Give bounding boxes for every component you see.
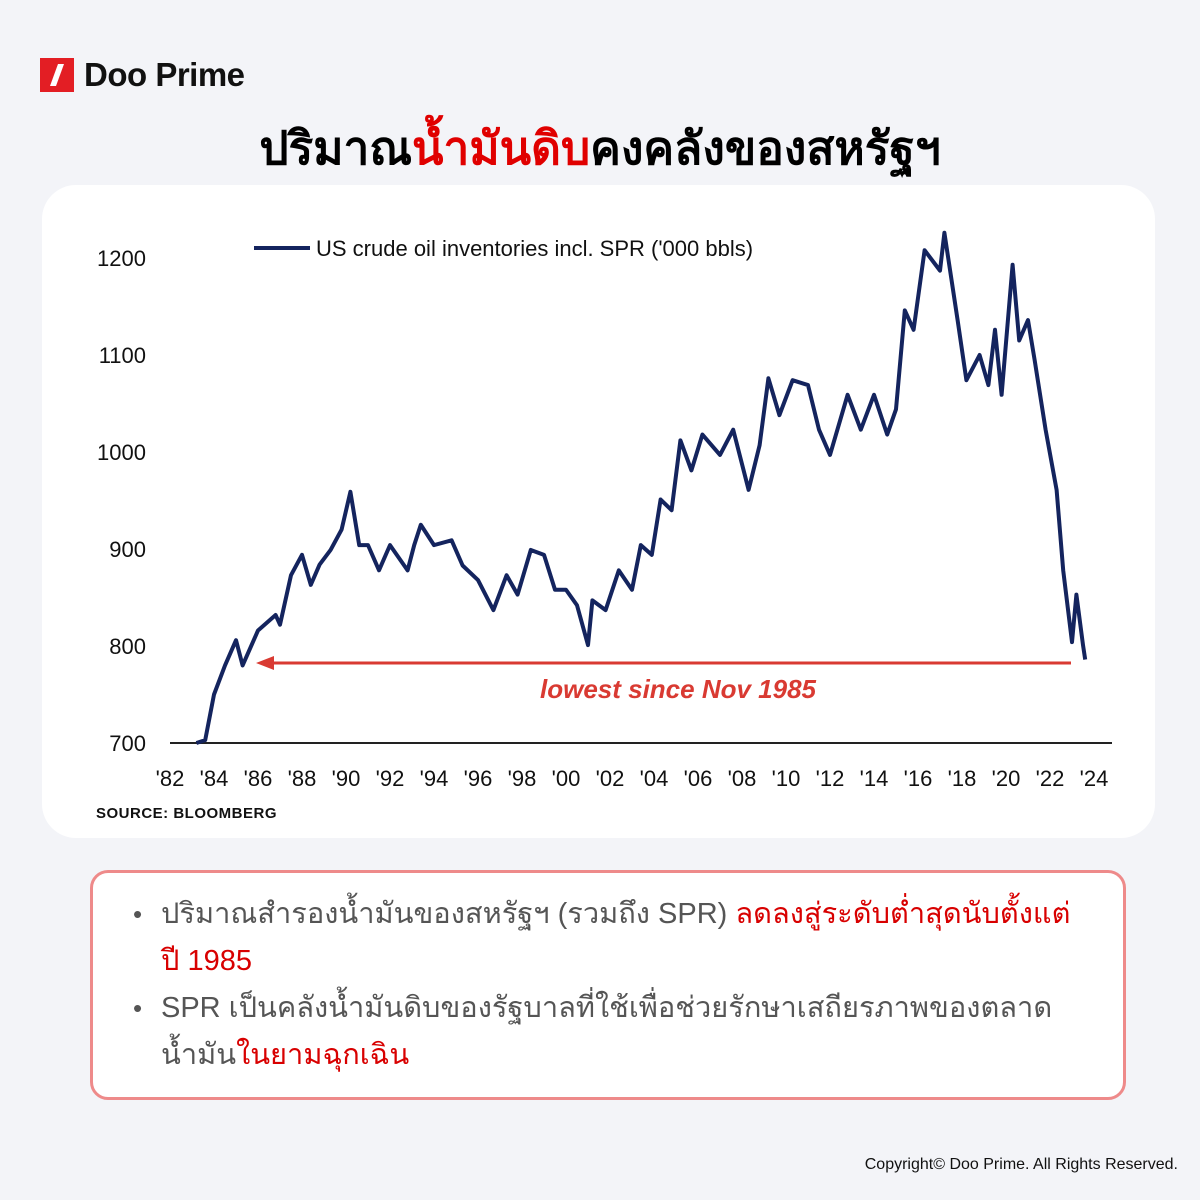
chart-card <box>42 185 1155 838</box>
title-highlight: น้ำมันดิบ <box>412 122 591 174</box>
x-tick-label: '12 <box>816 766 845 791</box>
x-tick-label: '90 <box>332 766 361 791</box>
x-tick-label: '82 <box>156 766 185 791</box>
x-tick-label: '18 <box>948 766 977 791</box>
copyright: Copyright© Doo Prime. All Rights Reserve… <box>864 1156 1178 1173</box>
series-line <box>195 230 1088 745</box>
bullet-highlight: ลดลงสู่ระดับต่ำสุดนับตั้งแต่ปี 1985 <box>161 898 1071 977</box>
x-tick-label: '02 <box>596 766 625 791</box>
page-title: ปริมาณน้ำมันดิบคงคลังของสหรัฐฯ <box>0 112 1200 185</box>
x-tick-label: '20 <box>992 766 1021 791</box>
x-tick-label: '86 <box>244 766 273 791</box>
bullet-icon: • <box>133 993 143 1023</box>
x-tick-label: '00 <box>552 766 581 791</box>
y-tick-label: 1200 <box>97 246 146 271</box>
annotation-arrowhead-icon <box>256 656 274 670</box>
x-tick-label: '98 <box>508 766 537 791</box>
notes-box: • ปริมาณสำรองน้ำมันของสหรัฐฯ (รวมถึง SPR)… <box>90 870 1126 1100</box>
bullet-item: • SPR เป็นคลังน้ำมันดิบของรัฐบาลที่ใช้เพื… <box>133 985 1083 1079</box>
x-tick-label: '04 <box>640 766 669 791</box>
x-tick-label: '94 <box>420 766 449 791</box>
source-label: SOURCE: BLOOMBERG <box>96 805 277 822</box>
x-tick-label: '84 <box>200 766 229 791</box>
bullet-item: • ปริมาณสำรองน้ำมันของสหรัฐฯ (รวมถึง SPR)… <box>133 891 1083 985</box>
x-tick-label: '14 <box>860 766 889 791</box>
bullet-text: ปริมาณสำรองน้ำมันของสหรัฐฯ (รวมถึง SPR) <box>161 898 736 930</box>
annotation-label: lowest since Nov 1985 <box>540 674 817 704</box>
brand-logo: Doo Prime <box>40 56 245 94</box>
y-tick-label: 1000 <box>97 440 146 465</box>
y-tick-label: 800 <box>109 634 146 659</box>
doo-prime-logo-icon <box>40 58 74 92</box>
x-tick-label: '96 <box>464 766 493 791</box>
x-tick-label: '06 <box>684 766 713 791</box>
y-tick-label: 700 <box>109 731 146 756</box>
bullet-icon: • <box>133 899 143 929</box>
bullet-text: SPR เป็นคลังน้ำมันดิบของรัฐบาลที่ใช้เพื่… <box>161 992 1053 1071</box>
x-tick-label: '08 <box>728 766 757 791</box>
x-tick-label: '10 <box>772 766 801 791</box>
title-part1: ปริมาณ <box>259 122 413 174</box>
bullet-highlight: ในยามฉุกเฉิน <box>236 1039 410 1071</box>
brand-name: Doo Prime <box>84 56 245 93</box>
x-tick-label: '92 <box>376 766 405 791</box>
x-tick-label: '22 <box>1036 766 1065 791</box>
legend-label: US crude oil inventories incl. SPR ('000… <box>316 236 753 261</box>
x-tick-label: '88 <box>288 766 317 791</box>
title-part3: คงคลังของสหรัฐฯ <box>590 122 941 174</box>
x-tick-label: '16 <box>904 766 933 791</box>
y-tick-label: 900 <box>109 537 146 562</box>
x-tick-label: '24 <box>1080 766 1109 791</box>
y-tick-label: 1100 <box>99 343 146 368</box>
